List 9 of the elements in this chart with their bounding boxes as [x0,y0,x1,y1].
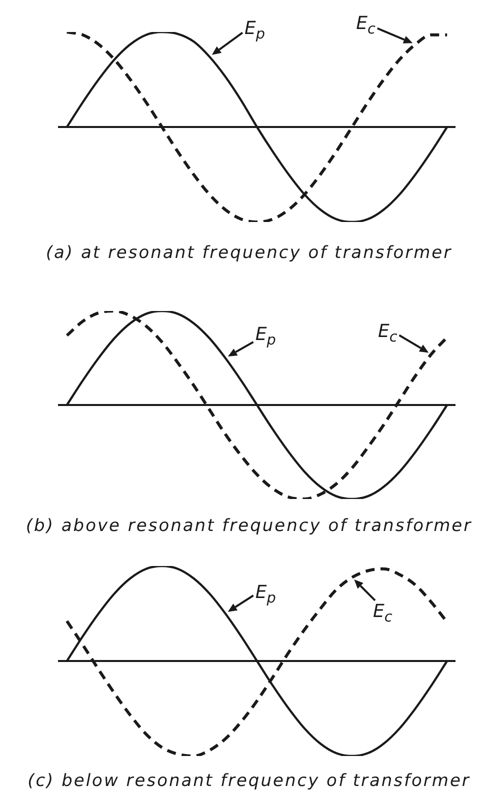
legend-label: E$_{p}$ [255,582,276,606]
series-label: E$_{c}$ [378,321,398,346]
legend-label: E$_{p}$ [244,18,265,42]
text: (c) below resonant frequency of transformer [26,771,472,791]
series-label: E$_{c}$ [373,601,392,626]
text: (a) at resonant frequency of transformer [44,243,454,263]
legend-label: E$_{p}$ [255,324,276,348]
series-label: E$_{c}$ [356,13,376,38]
text: (b) above resonant frequency of transformer [24,516,474,536]
